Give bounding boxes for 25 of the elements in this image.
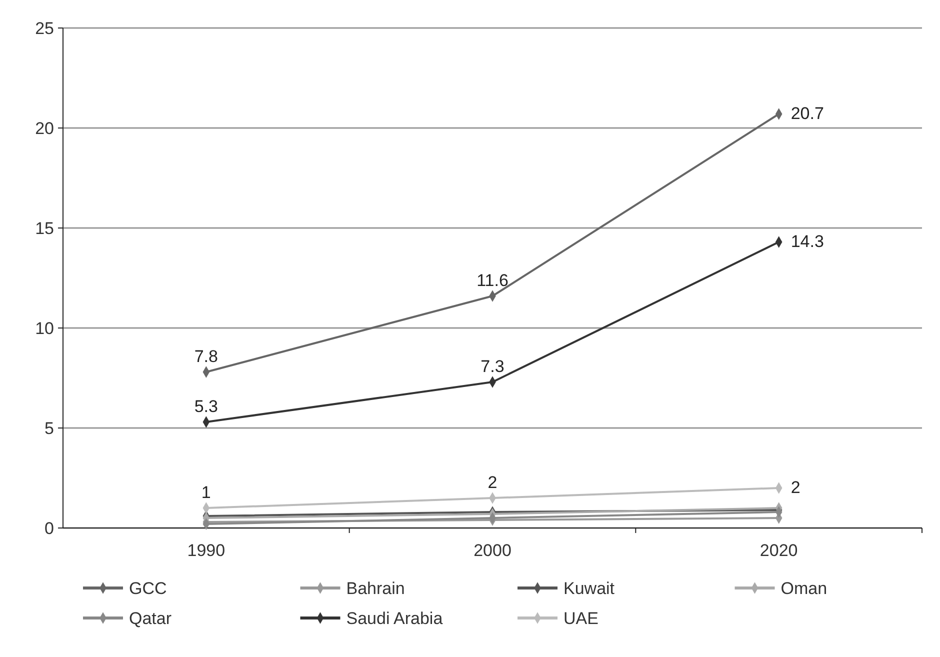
x-tick-label: 2020 [760,541,798,560]
y-tick-label: 10 [35,319,54,338]
legend-label: Saudi Arabia [346,609,444,628]
data-label: 5.3 [194,397,218,416]
legend-label: Kuwait [564,579,615,598]
y-tick-label: 0 [44,519,54,538]
legend-label: Qatar [129,609,172,628]
legend-label: GCC [129,579,167,598]
x-tick-label: 1990 [187,541,226,560]
data-label: 7.3 [480,357,504,376]
y-tick-label: 15 [35,219,54,238]
y-tick-label: 25 [35,19,54,38]
data-label: 14.3 [790,232,824,251]
data-label: 11.6 [476,271,508,290]
y-tick-label: 5 [44,419,54,438]
x-tick-label: 2000 [474,541,512,560]
data-label: 20.7 [790,104,824,123]
data-label: 2 [790,478,800,497]
legend-label: Bahrain [346,579,405,598]
y-tick-label: 20 [35,119,54,138]
legend-label: Oman [780,579,828,598]
data-label: 7.8 [194,347,218,366]
data-label: 1 [201,483,211,502]
legend-label: UAE [564,609,598,628]
data-label: 2 [488,473,498,492]
